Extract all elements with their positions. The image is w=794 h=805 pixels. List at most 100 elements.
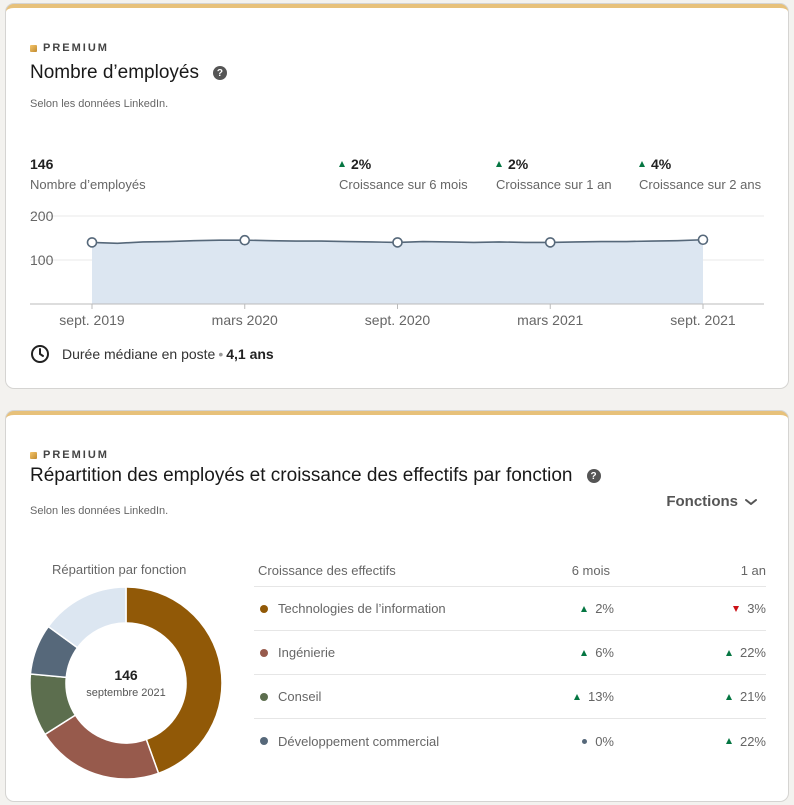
growth-6m-value: 6% (595, 645, 614, 660)
help-icon[interactable]: ? (212, 66, 227, 80)
legend-swatch (260, 648, 268, 657)
row-function: Développement commercial (254, 734, 526, 749)
tenure-value: 4,1 ans (226, 346, 274, 362)
tenure-label: Durée médiane en poste (62, 346, 216, 362)
data-point[interactable] (392, 237, 403, 248)
premium-icon (30, 44, 37, 52)
growth-1y-value: 21% (739, 689, 766, 704)
function-title-text: Répartition des employés et croissance d… (30, 465, 573, 486)
headcount-title-text: Nombre d’employés (30, 62, 199, 83)
growth-6m-label: Croissance sur 6 mois (339, 177, 468, 192)
header-name: Croissance des effectifs (258, 563, 396, 578)
down-arrow-icon (733, 605, 740, 612)
up-arrow-icon (639, 161, 645, 167)
up-arrow-icon (725, 649, 732, 656)
function-name: Technologies de l’information (278, 601, 446, 616)
data-point[interactable] (697, 234, 709, 246)
growth-1y-cell: 21% (646, 689, 766, 704)
neutral-dot-icon (582, 738, 588, 744)
donut-slice[interactable] (43, 714, 160, 779)
area-fill (92, 239, 703, 304)
up-arrow-icon (573, 693, 580, 700)
row-function: Technologies de l’information (254, 601, 526, 616)
growth-6m-value: 2% (351, 156, 372, 172)
headcount-value: 146 (30, 156, 54, 172)
headcount-label: Nombre d’employés (30, 177, 146, 192)
growth-1y-cell: 22% (646, 645, 766, 660)
function-name: Conseil (278, 689, 322, 704)
functions-dropdown-label: Fonctions (666, 493, 738, 510)
growth-2y-value: 4% (651, 156, 672, 172)
growth-1y-value: 2% (508, 156, 529, 172)
growth-6m-cell: 2% (526, 601, 646, 616)
growth-6m-value: 13% (587, 689, 614, 704)
data-point[interactable] (239, 234, 251, 246)
x-tick-label: sept. 2019 (59, 312, 125, 328)
donut-slice[interactable] (125, 587, 222, 775)
growth-6m-value: 0% (595, 733, 614, 749)
header-6m: 6 mois (571, 563, 610, 578)
data-point[interactable] (544, 237, 556, 248)
up-arrow-icon (725, 693, 732, 700)
table-header: Croissance des effectifs 6 mois 1 an (254, 555, 766, 587)
data-point[interactable] (86, 237, 98, 248)
premium-badge: PREMIUM (30, 42, 109, 54)
y-tick-label: 200 (30, 208, 54, 224)
function-donut-chart (30, 587, 222, 779)
median-tenure: Durée médiane en poste • 4,1 ans (30, 344, 274, 364)
y-tick-label: 100 (30, 252, 54, 268)
table-row: Développement commercial 0% 22% (254, 719, 766, 763)
up-arrow-icon (581, 605, 588, 612)
function-name: Développement commercial (278, 733, 440, 749)
growth-2y-label: Croissance sur 2 ans (639, 177, 762, 192)
data-source-note: Selon les données LinkedIn. (30, 505, 169, 517)
x-tick-label: sept. 2021 (670, 312, 736, 328)
legend-swatch (260, 737, 268, 745)
x-tick-label: sept. 2020 (365, 312, 431, 328)
table-row: Technologies de l’information 2% 3% (254, 587, 766, 631)
premium-icon (30, 451, 37, 459)
up-arrow-icon (496, 161, 502, 167)
up-arrow-icon (339, 161, 345, 167)
donut-title: Répartition par fonction (52, 562, 187, 577)
up-arrow-icon (581, 649, 588, 656)
growth-1y-cell: 3% (646, 601, 766, 616)
donut-slice[interactable] (47, 587, 127, 649)
help-icon[interactable]: ? (586, 469, 601, 483)
row-function: Ingénierie (254, 645, 526, 660)
growth-6m-cell: 6% (526, 645, 646, 660)
premium-badge: PREMIUM (30, 449, 109, 461)
growth-6m-value: 2% (595, 601, 614, 616)
function-title: Répartition des employés et croissance d… (30, 465, 601, 487)
up-arrow-icon (725, 738, 732, 744)
growth-1y-value: 3% (747, 601, 766, 616)
clock-icon (31, 345, 49, 363)
premium-label: PREMIUM (43, 449, 109, 461)
chevron-down-icon (745, 498, 757, 505)
growth-1y-value: 22% (739, 733, 766, 749)
headcount-stat: 146 Nombre d’employés (30, 156, 146, 192)
legend-swatch (260, 604, 268, 613)
headcount-title: Nombre d’employés ? (30, 62, 227, 84)
x-tick-label: mars 2020 (212, 312, 278, 328)
function-breakdown-card: PREMIUM Répartition des employés et croi… (6, 411, 788, 801)
growth-1y-cell: 22% (646, 734, 766, 749)
headcount-card: PREMIUM Nombre d’employés ? Selon les do… (6, 4, 788, 388)
growth-1y-label: Croissance sur 1 an (496, 177, 612, 192)
legend-swatch (260, 692, 268, 701)
growth-6m-stat: 2% Croissance sur 6 mois (339, 156, 468, 192)
table-row: Ingénierie 6% 22% (254, 631, 766, 675)
premium-label: PREMIUM (43, 42, 109, 54)
growth-6m-cell: 13% (526, 689, 646, 704)
growth-1y-stat: 2% Croissance sur 1 an (496, 156, 612, 192)
growth-6m-cell: 0% (526, 734, 646, 749)
function-growth-table: Croissance des effectifs 6 mois 1 an Tec… (254, 555, 766, 763)
function-name: Ingénierie (278, 645, 336, 660)
data-source-note: Selon les données LinkedIn. (30, 98, 169, 110)
table-row: Conseil 13% 21% (254, 675, 766, 719)
row-function: Conseil (254, 689, 526, 704)
x-tick-label: mars 2021 (517, 312, 583, 328)
growth-1y-value: 22% (739, 645, 766, 660)
functions-dropdown[interactable]: Fonctions (666, 493, 758, 510)
growth-2y-stat: 4% Croissance sur 2 ans (639, 156, 761, 192)
